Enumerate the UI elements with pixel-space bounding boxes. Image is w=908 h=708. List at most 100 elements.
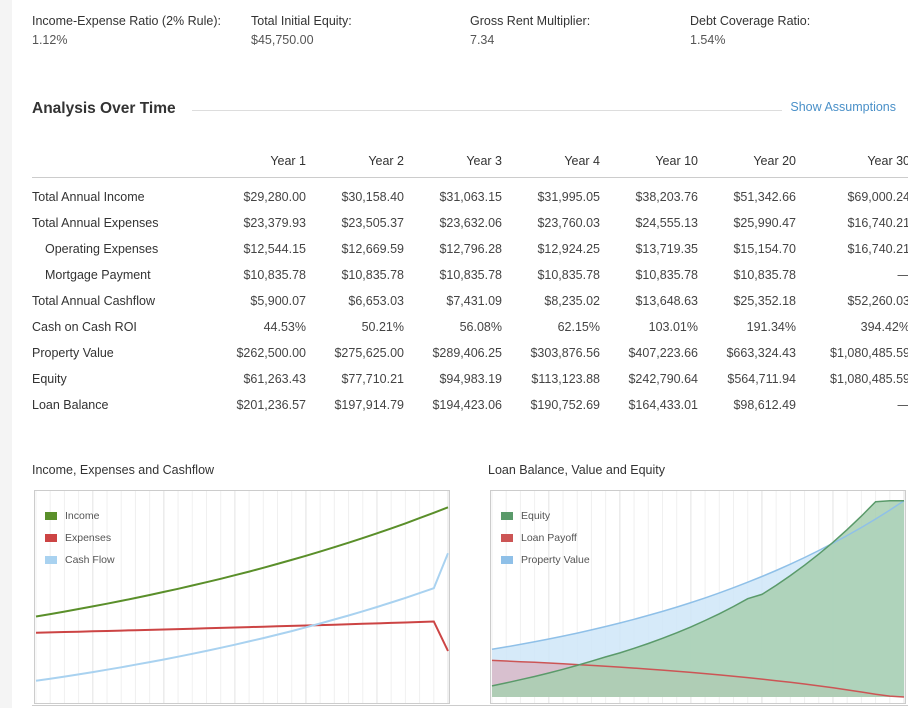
legend-label: Equity xyxy=(521,510,551,522)
table-cell: $12,796.28 xyxy=(439,242,502,256)
legend-item: Cash Flow xyxy=(45,549,115,571)
section-title: Analysis Over Time xyxy=(32,100,176,117)
section-divider xyxy=(192,110,782,111)
legend-label: Income xyxy=(65,510,100,522)
table-cell: $164,433.01 xyxy=(628,398,698,412)
table-cell: $5,900.07 xyxy=(250,294,306,308)
table-cell: — xyxy=(796,262,908,288)
table-cell: 56.08% xyxy=(459,320,502,334)
table-cell: $242,790.64 xyxy=(628,372,698,386)
column-header: Year 10 xyxy=(600,154,698,178)
income-chart-legend: Income Expenses Cash Flow xyxy=(45,505,115,571)
table-cell: $13,648.63 xyxy=(635,294,698,308)
legend-item: Equity xyxy=(501,505,590,527)
table-row: Operating Expenses $12,544.15 $12,669.59 $1… xyxy=(32,236,908,262)
table-cell: $12,669.59 xyxy=(341,242,404,256)
table-cell: $201,236.57 xyxy=(236,398,306,412)
table-header-row: Year 1 Year 2 Year 3 Year 4 Year 10 Year… xyxy=(32,154,908,178)
show-assumptions-link[interactable]: Show Assumptions xyxy=(790,100,896,114)
table-cell: $38,203.76 xyxy=(635,190,698,204)
legend-swatch xyxy=(501,512,513,520)
row-label: Total Annual Expenses xyxy=(32,216,159,230)
table-header-corner xyxy=(32,154,192,178)
row-label: Property Value xyxy=(32,346,114,360)
table-cell: $15,154.70 xyxy=(733,242,796,256)
table-cell: $7,431.09 xyxy=(446,294,502,308)
column-header: Year 1 xyxy=(192,154,306,178)
table-row: Property Value $262,500.00 $275,625.00 $289… xyxy=(32,340,908,366)
metric-income-expense-ratio: Income-Expense Ratio (2% Rule): 1.12% xyxy=(32,14,221,47)
line-loan-payoff xyxy=(491,659,905,698)
metric-value: $45,750.00 xyxy=(251,33,314,47)
table-cell: $61,263.43 xyxy=(243,372,306,386)
table-cell: $197,914.79 xyxy=(334,398,404,412)
table-cell: $663,324.43 xyxy=(726,346,796,360)
table-cell: $275,625.00 xyxy=(334,346,404,360)
legend-swatch xyxy=(45,512,57,520)
legend-item: Expenses xyxy=(45,527,115,549)
table-cell: $98,612.49 xyxy=(733,398,796,412)
column-header: Year 4 xyxy=(502,154,600,178)
table-row: Total Annual Cashflow $5,900.07 $6,653.03 $… xyxy=(32,288,908,314)
table-cell: $8,235.02 xyxy=(544,294,600,308)
column-header: Year 20 xyxy=(698,154,796,178)
row-label: Total Annual Income xyxy=(32,190,145,204)
legend-item: Income xyxy=(45,505,115,527)
metric-total-initial-equity: Total Initial Equity: $45,750.00 xyxy=(251,14,352,47)
loan-chart: Equity Loan Payoff Property Value xyxy=(490,490,906,704)
table-cell: $303,876.56 xyxy=(530,346,600,360)
column-header: Year 30 xyxy=(796,154,908,178)
chart-title-income: Income, Expenses and Cashflow xyxy=(32,463,215,477)
income-chart-svg xyxy=(35,491,449,703)
table-cell: $564,711.94 xyxy=(727,372,796,386)
row-label: Cash on Cash ROI xyxy=(32,320,137,334)
table-cell: $23,632.06 xyxy=(439,216,502,230)
analysis-table: Year 1 Year 2 Year 3 Year 4 Year 10 Year… xyxy=(32,154,908,418)
legend-label: Expenses xyxy=(65,532,112,544)
legend-label: Cash Flow xyxy=(65,554,115,566)
column-header: Year 3 xyxy=(404,154,502,178)
income-chart: Income Expenses Cash Flow xyxy=(34,490,450,704)
table-cell: $31,063.15 xyxy=(439,190,502,204)
table-cell: — xyxy=(796,392,908,418)
table-cell: 50.21% xyxy=(361,320,404,334)
legend-swatch xyxy=(501,534,513,542)
table-cell: $23,505.37 xyxy=(341,216,404,230)
legend-label: Loan Payoff xyxy=(521,532,577,544)
table-cell: $1,080,485.59 xyxy=(830,346,908,360)
table-cell: $10,835.78 xyxy=(243,268,306,282)
table-cell: $10,835.78 xyxy=(439,268,502,282)
row-label: Equity xyxy=(32,372,67,386)
metric-value: 7.34 xyxy=(470,33,495,47)
legend-item: Property Value xyxy=(501,549,590,571)
table-cell: $10,835.78 xyxy=(537,268,600,282)
table-cell: $69,000.24 xyxy=(847,190,908,204)
table-cell: $77,710.21 xyxy=(341,372,404,386)
area-equity xyxy=(492,500,904,697)
table-body: Total Annual Income $29,280.00 $30,158.40 $… xyxy=(32,178,908,419)
column-header: Year 2 xyxy=(306,154,404,178)
table-cell: $16,740.21 xyxy=(847,216,908,230)
metric-label: Debt Coverage Ratio: xyxy=(690,14,811,28)
row-label: Loan Balance xyxy=(32,398,109,412)
row-label: Operating Expenses xyxy=(45,242,159,256)
legend-swatch xyxy=(501,556,513,564)
table-cell: 44.53% xyxy=(263,320,306,334)
loan-chart-svg xyxy=(491,491,905,703)
table-cell: $289,406.25 xyxy=(432,346,502,360)
line-income xyxy=(35,506,449,618)
legend-label: Property Value xyxy=(521,554,590,566)
table-cell: 62.15% xyxy=(557,320,600,334)
table-row: Mortgage Payment $10,835.78 $10,835.78 $10,… xyxy=(32,262,908,288)
table-row: Total Annual Income $29,280.00 $30,158.40 $… xyxy=(32,178,908,211)
line-cash-flow xyxy=(35,552,449,682)
metric-gross-rent-multiplier: Gross Rent Multiplier: 7.34 xyxy=(470,14,590,47)
table-row: Equity $61,263.43 $77,710.21 $94,983.19 $113… xyxy=(32,366,908,392)
table-row: Total Annual Expenses $23,379.93 $23,505.3… xyxy=(32,210,908,236)
table-cell: $12,544.15 xyxy=(243,242,306,256)
metric-label: Total Initial Equity: xyxy=(251,14,352,28)
table-row: Cash on Cash ROI 44.53% 50.21% 56.08% 62.15%… xyxy=(32,314,908,340)
table-cell: $13,719.35 xyxy=(635,242,698,256)
metric-label: Income-Expense Ratio (2% Rule): xyxy=(32,14,221,28)
table-cell: $6,653.03 xyxy=(348,294,404,308)
